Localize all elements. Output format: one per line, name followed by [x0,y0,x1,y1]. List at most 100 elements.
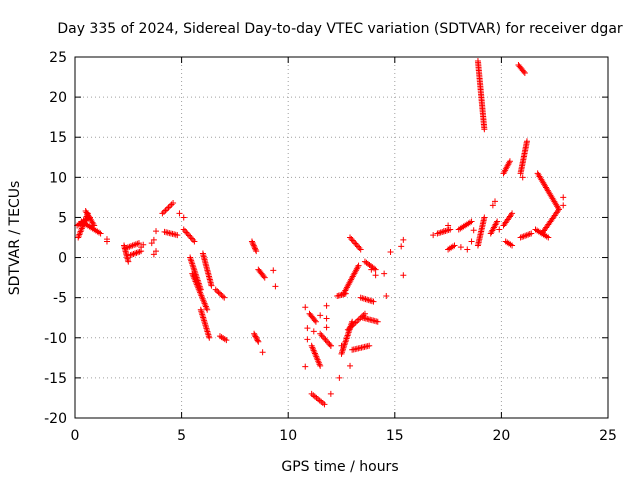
data-point [251,330,258,337]
data-point [468,238,475,245]
data-point [338,342,345,349]
y-tick-label: 10 [49,170,67,186]
data-point [481,126,488,133]
plot-frame [74,56,609,419]
data-point [357,246,364,253]
data-point [191,238,198,245]
data-point [254,337,261,344]
data-point [150,236,157,243]
data-point [206,334,213,341]
data-point [489,202,496,209]
data-point [252,245,259,252]
data-point [327,342,334,349]
data-point [97,230,104,237]
data-point [302,304,309,311]
data-point [218,291,225,298]
data-point [223,337,230,344]
data-point [457,244,464,251]
data-point [170,200,177,207]
data-point [255,338,262,345]
data-point [317,312,324,319]
data-point [372,272,379,279]
data-point [248,238,255,245]
data-point [555,206,562,213]
y-axis-label: SDTVAR / TECUs [7,181,23,296]
data-point [481,214,488,221]
data-point [492,198,499,205]
data-point [252,246,259,253]
data-point [304,325,311,332]
data-point [312,318,319,325]
data-point [125,258,132,265]
data-point [464,246,471,253]
data-point [304,336,311,343]
data-point [259,349,266,356]
data-point [528,230,535,237]
y-tick-label: -5 [53,291,67,307]
data-point [272,283,279,290]
data-point [398,243,405,250]
data-point [520,68,527,75]
x-tick-label: 10 [279,428,297,444]
tick-layer: -20 -15 -10 -5 0 5 10 15 20 25 0 5 10 15 20 25 [44,50,617,444]
data-point [430,232,437,239]
data-point [355,262,362,269]
data-point [212,286,219,293]
data-point [174,232,181,239]
data-point [216,290,223,297]
data-point [251,244,258,251]
data-point [251,332,258,339]
data-point [103,238,110,245]
data-point [509,242,516,249]
data-point [208,282,215,289]
data-point [519,174,526,181]
data-point [153,228,160,235]
data-point [204,306,211,313]
data-point [140,241,147,248]
data-point [361,310,368,317]
data-point [250,242,257,249]
data-point [440,228,447,235]
data-point [560,194,567,201]
data-point [180,214,187,221]
data-point [323,302,330,309]
data-point [447,226,454,233]
data-point [370,298,377,305]
data-point [311,317,318,324]
data-point [317,362,324,369]
data-point [496,226,503,233]
data-point [445,222,452,229]
data-point [321,401,328,408]
data-point [270,267,277,274]
data-point [400,272,407,279]
data-point [86,214,93,221]
data-layer [74,58,567,408]
data-point [148,240,155,247]
data-point [506,158,513,165]
data-point [470,227,477,234]
data-point [347,362,354,369]
data-point [214,287,221,294]
x-tick-label: 15 [386,428,404,444]
data-point [374,318,381,325]
data-point [494,218,501,225]
y-tick-label: -15 [44,371,67,387]
data-point [323,324,330,331]
data-point [521,70,528,77]
data-point [176,210,183,217]
data-point [219,293,226,300]
chart-title: Day 335 of 2024, Sidereal Day-to-day VTE… [57,21,623,37]
y-tick-label: 25 [49,50,67,66]
data-point [261,274,268,281]
data-point [153,248,160,255]
data-point [302,363,309,370]
y-tick-label: 20 [49,90,67,106]
data-point [253,334,260,341]
data-point [368,266,375,273]
data-point [451,242,458,249]
data-point [250,241,257,248]
y-tick-label: -20 [44,411,67,427]
y-tick-label: 5 [58,210,67,226]
